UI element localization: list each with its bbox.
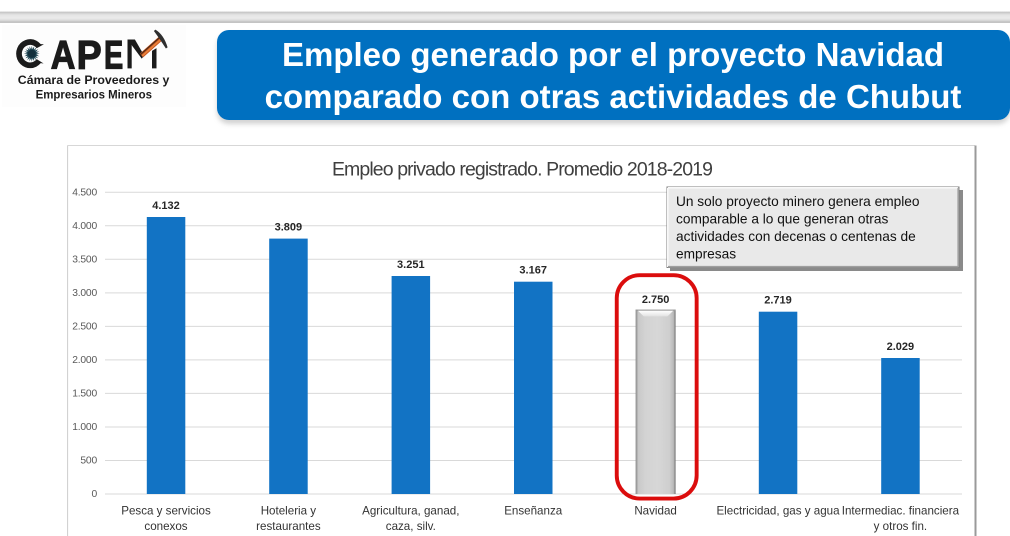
svg-text:4.000: 4.000 — [72, 221, 97, 232]
svg-text:4.132: 4.132 — [152, 200, 180, 212]
svg-text:2.750: 2.750 — [642, 294, 670, 306]
svg-text:1.000: 1.000 — [72, 422, 97, 433]
svg-text:Enseñanza: Enseñanza — [504, 505, 563, 518]
svg-text:4.500: 4.500 — [72, 187, 97, 198]
svg-text:2.719: 2.719 — [764, 295, 792, 307]
svg-text:Agricultura, ganad,: Agricultura, ganad, — [362, 505, 459, 518]
svg-text:2.029: 2.029 — [887, 341, 915, 353]
svg-text:3.251: 3.251 — [397, 259, 425, 271]
svg-text:3.000: 3.000 — [72, 288, 97, 299]
svg-text:Hoteleria y: Hoteleria y — [261, 505, 317, 518]
svg-text:Navidad: Navidad — [634, 505, 677, 518]
svg-text:conexos: conexos — [144, 520, 187, 533]
svg-text:restaurantes: restaurantes — [256, 520, 321, 533]
svg-text:2.500: 2.500 — [72, 322, 97, 333]
svg-text:caza, silv.: caza, silv. — [386, 520, 436, 533]
svg-text:Pesca y servicios: Pesca y servicios — [121, 505, 211, 518]
svg-text:E: E — [104, 34, 123, 77]
svg-text:Un solo proyecto minero genera: Un solo proyecto minero genera empleo — [676, 194, 920, 209]
svg-text:3.809: 3.809 — [275, 222, 303, 234]
svg-text:3.167: 3.167 — [519, 265, 547, 277]
svg-text:1.500: 1.500 — [72, 389, 97, 400]
svg-text:Empresarios Mineros: Empresarios Mineros — [36, 88, 153, 102]
svg-text:3.500: 3.500 — [72, 254, 97, 265]
svg-text:actividades con decenas o cent: actividades con decenas o centenas de — [676, 229, 916, 244]
svg-text:empresas: empresas — [676, 247, 736, 262]
svg-text:y otros fin.: y otros fin. — [874, 520, 927, 533]
svg-text:A: A — [51, 33, 76, 77]
svg-text:500: 500 — [80, 456, 97, 467]
svg-text:comparable a lo que generan ot: comparable a lo que generan otras — [676, 212, 888, 227]
svg-text:Empleo privado registrado. Pro: Empleo privado registrado. Promedio 2018… — [332, 159, 712, 181]
svg-text:Electricidad, gas y agua: Electricidad, gas y agua — [716, 505, 840, 518]
svg-text:2.000: 2.000 — [72, 355, 97, 366]
svg-text:0: 0 — [91, 489, 97, 500]
svg-text:P: P — [77, 33, 102, 77]
svg-text:Cámara de Proveedores y: Cámara de Proveedores y — [18, 73, 170, 87]
svg-text:Intermediac. financiera: Intermediac. financiera — [842, 505, 960, 518]
